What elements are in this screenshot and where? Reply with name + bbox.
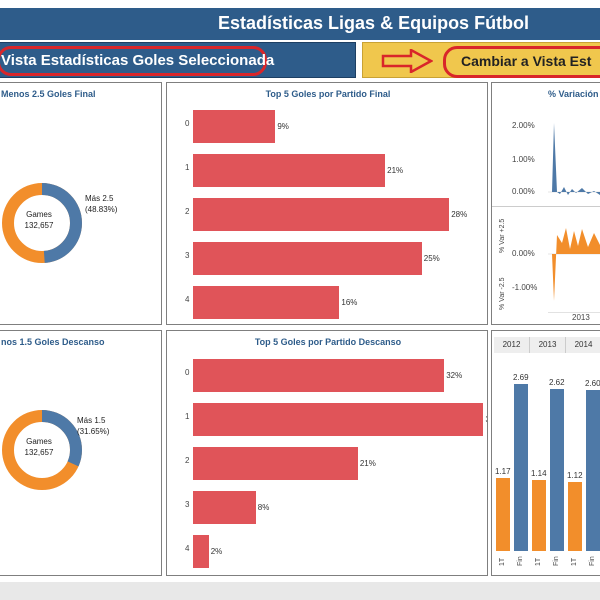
donut-slice-mas — [2, 183, 82, 263]
bar-value-label: 28% — [451, 210, 468, 219]
x-tick: 1T — [499, 557, 506, 566]
bars-descanso-panel: Top 5 Goles por Partido Descanso 032%137… — [166, 330, 488, 576]
donut-final-panel: Menos 2.5 Goles Final Games 132,657 Más … — [0, 82, 162, 325]
bars-final-panel: Top 5 Goles por Partido Final 0 9% 1 21% 2 28… — [166, 82, 488, 325]
x-tick: 2013 — [572, 313, 590, 322]
bar-value-label: 1.14 — [531, 469, 547, 479]
center-label: Games — [26, 210, 52, 219]
x-tick: 1T — [571, 557, 578, 566]
bottom-toolbar — [0, 582, 600, 600]
bar-fin[interactable] — [550, 388, 564, 551]
slice-pct: (48.83%) — [85, 205, 118, 214]
bar-value-label: 1.12 — [567, 470, 583, 480]
bar[interactable] — [193, 242, 422, 275]
arrow-right-icon — [381, 49, 433, 73]
bar-value-label: 25% — [423, 254, 440, 263]
bar[interactable] — [193, 447, 358, 480]
bar[interactable] — [193, 286, 340, 319]
y-tick: 2.00% — [512, 121, 535, 130]
y-tick: 1.00% — [512, 155, 535, 164]
category-tick: 1 — [185, 163, 190, 172]
year-header: 2013 — [530, 337, 566, 353]
donut-slice-label: Más 2.5 (48.83%) — [85, 193, 117, 215]
bar-value-label: 2.62 — [549, 377, 565, 387]
dashboard-header: Estadísticas Ligas & Equipos Fútbol — [0, 8, 600, 40]
variation-panel: % Variación % Var +2.5 % Var -2.5 2.00% … — [491, 82, 600, 325]
y-tick: -1.00% — [512, 283, 538, 292]
panel-title: % Variación — [548, 89, 599, 99]
panel-title: Top 5 Goles por Partido Descanso — [254, 337, 402, 347]
bar-fin[interactable] — [514, 384, 528, 551]
center-value: 132,657 — [24, 448, 54, 457]
bar-value-label: 2% — [210, 547, 223, 556]
category-tick: 4 — [185, 295, 190, 304]
x-tick: Fin — [517, 556, 524, 566]
year-bars-panel: 2012 2013 2014 1.17 2.69 1T Fin 1.14 2.62 1T Fi… — [491, 330, 600, 576]
bar-value-label: 1.17 — [495, 467, 511, 477]
bar-1t[interactable] — [532, 480, 546, 551]
top-strip — [0, 0, 600, 8]
bar[interactable] — [193, 491, 256, 524]
center-label: Games — [26, 437, 52, 446]
y-axis-label: % Var +2.5 — [499, 218, 506, 253]
bar-1t[interactable] — [568, 481, 582, 551]
bar[interactable] — [193, 154, 386, 187]
slice-name: Más 2.5 — [85, 194, 114, 203]
bar[interactable] — [193, 198, 450, 231]
x-tick: 1T — [535, 557, 542, 566]
center-value: 132,657 — [24, 221, 54, 230]
selected-view-bar: Vista Estadísticas Goles Seleccionada — [0, 42, 356, 78]
year-header: 2012 — [494, 337, 530, 353]
category-tick: 0 — [185, 368, 190, 377]
bar[interactable] — [193, 359, 445, 392]
change-view-button[interactable]: Cambiar a Vista Est — [362, 42, 600, 78]
donut-final-chart[interactable] — [0, 178, 87, 268]
bar-value-label: 37% — [485, 415, 487, 424]
bar-1t[interactable] — [496, 478, 510, 551]
bar-value-label: 9% — [277, 122, 289, 131]
year-header: 2014 — [566, 337, 600, 353]
donut-center-label: Games 132,657 — [9, 209, 69, 231]
slice-pct: (31.65%) — [77, 427, 110, 436]
dashboard-title: Estadísticas Ligas & Equipos Fútbol — [218, 13, 530, 33]
bar[interactable] — [193, 110, 276, 143]
bar-value-label: 2.69 — [513, 373, 529, 383]
highlight-oval — [443, 46, 600, 78]
bar-value-label: 8% — [257, 503, 270, 512]
category-tick: 2 — [185, 456, 190, 465]
bar[interactable] — [193, 403, 484, 436]
category-tick: 3 — [185, 251, 190, 260]
donut-descanso-panel: nos 1.5 Goles Descanso Games 132,657 Más… — [0, 330, 162, 576]
bar[interactable] — [193, 535, 209, 568]
selected-view-label: Vista Estadísticas Goles Seleccionada — [1, 52, 275, 69]
donut-slice-mas — [2, 410, 82, 490]
donut-center-label: Games 132,657 — [9, 436, 69, 458]
highlight-oval — [0, 46, 267, 76]
variation-chart[interactable] — [548, 103, 600, 313]
panel-divider — [492, 206, 600, 207]
y-axis-label: % Var -2.5 — [499, 277, 506, 310]
donut-slice-label: Más 1.5 (31.65%) — [77, 415, 109, 437]
category-tick: 0 — [185, 119, 190, 128]
panel-title: Menos 2.5 Goles Final — [1, 89, 96, 99]
bar-value-label: 16% — [341, 298, 358, 307]
y-tick: 0.00% — [512, 249, 535, 258]
category-tick: 3 — [185, 500, 190, 509]
category-tick: 4 — [185, 544, 190, 553]
bar-value-label: 32% — [446, 371, 463, 380]
slice-name: Más 1.5 — [77, 416, 106, 425]
category-tick: 2 — [185, 207, 190, 216]
donut-descanso-chart[interactable] — [0, 405, 87, 495]
bar-value-label: 2.60 — [585, 378, 600, 388]
x-tick: Fin — [589, 556, 596, 566]
y-tick: 0.00% — [512, 187, 535, 196]
x-tick: Fin — [553, 556, 560, 566]
panel-title: nos 1.5 Goles Descanso — [1, 337, 105, 347]
category-tick: 1 — [185, 412, 190, 421]
change-view-label: Cambiar a Vista Est — [461, 53, 592, 69]
bar-value-label: 21% — [387, 166, 404, 175]
bar-fin[interactable] — [586, 389, 600, 551]
bar-value-label: 21% — [359, 459, 376, 468]
panel-title: Top 5 Goles por Partido Final — [265, 89, 391, 99]
